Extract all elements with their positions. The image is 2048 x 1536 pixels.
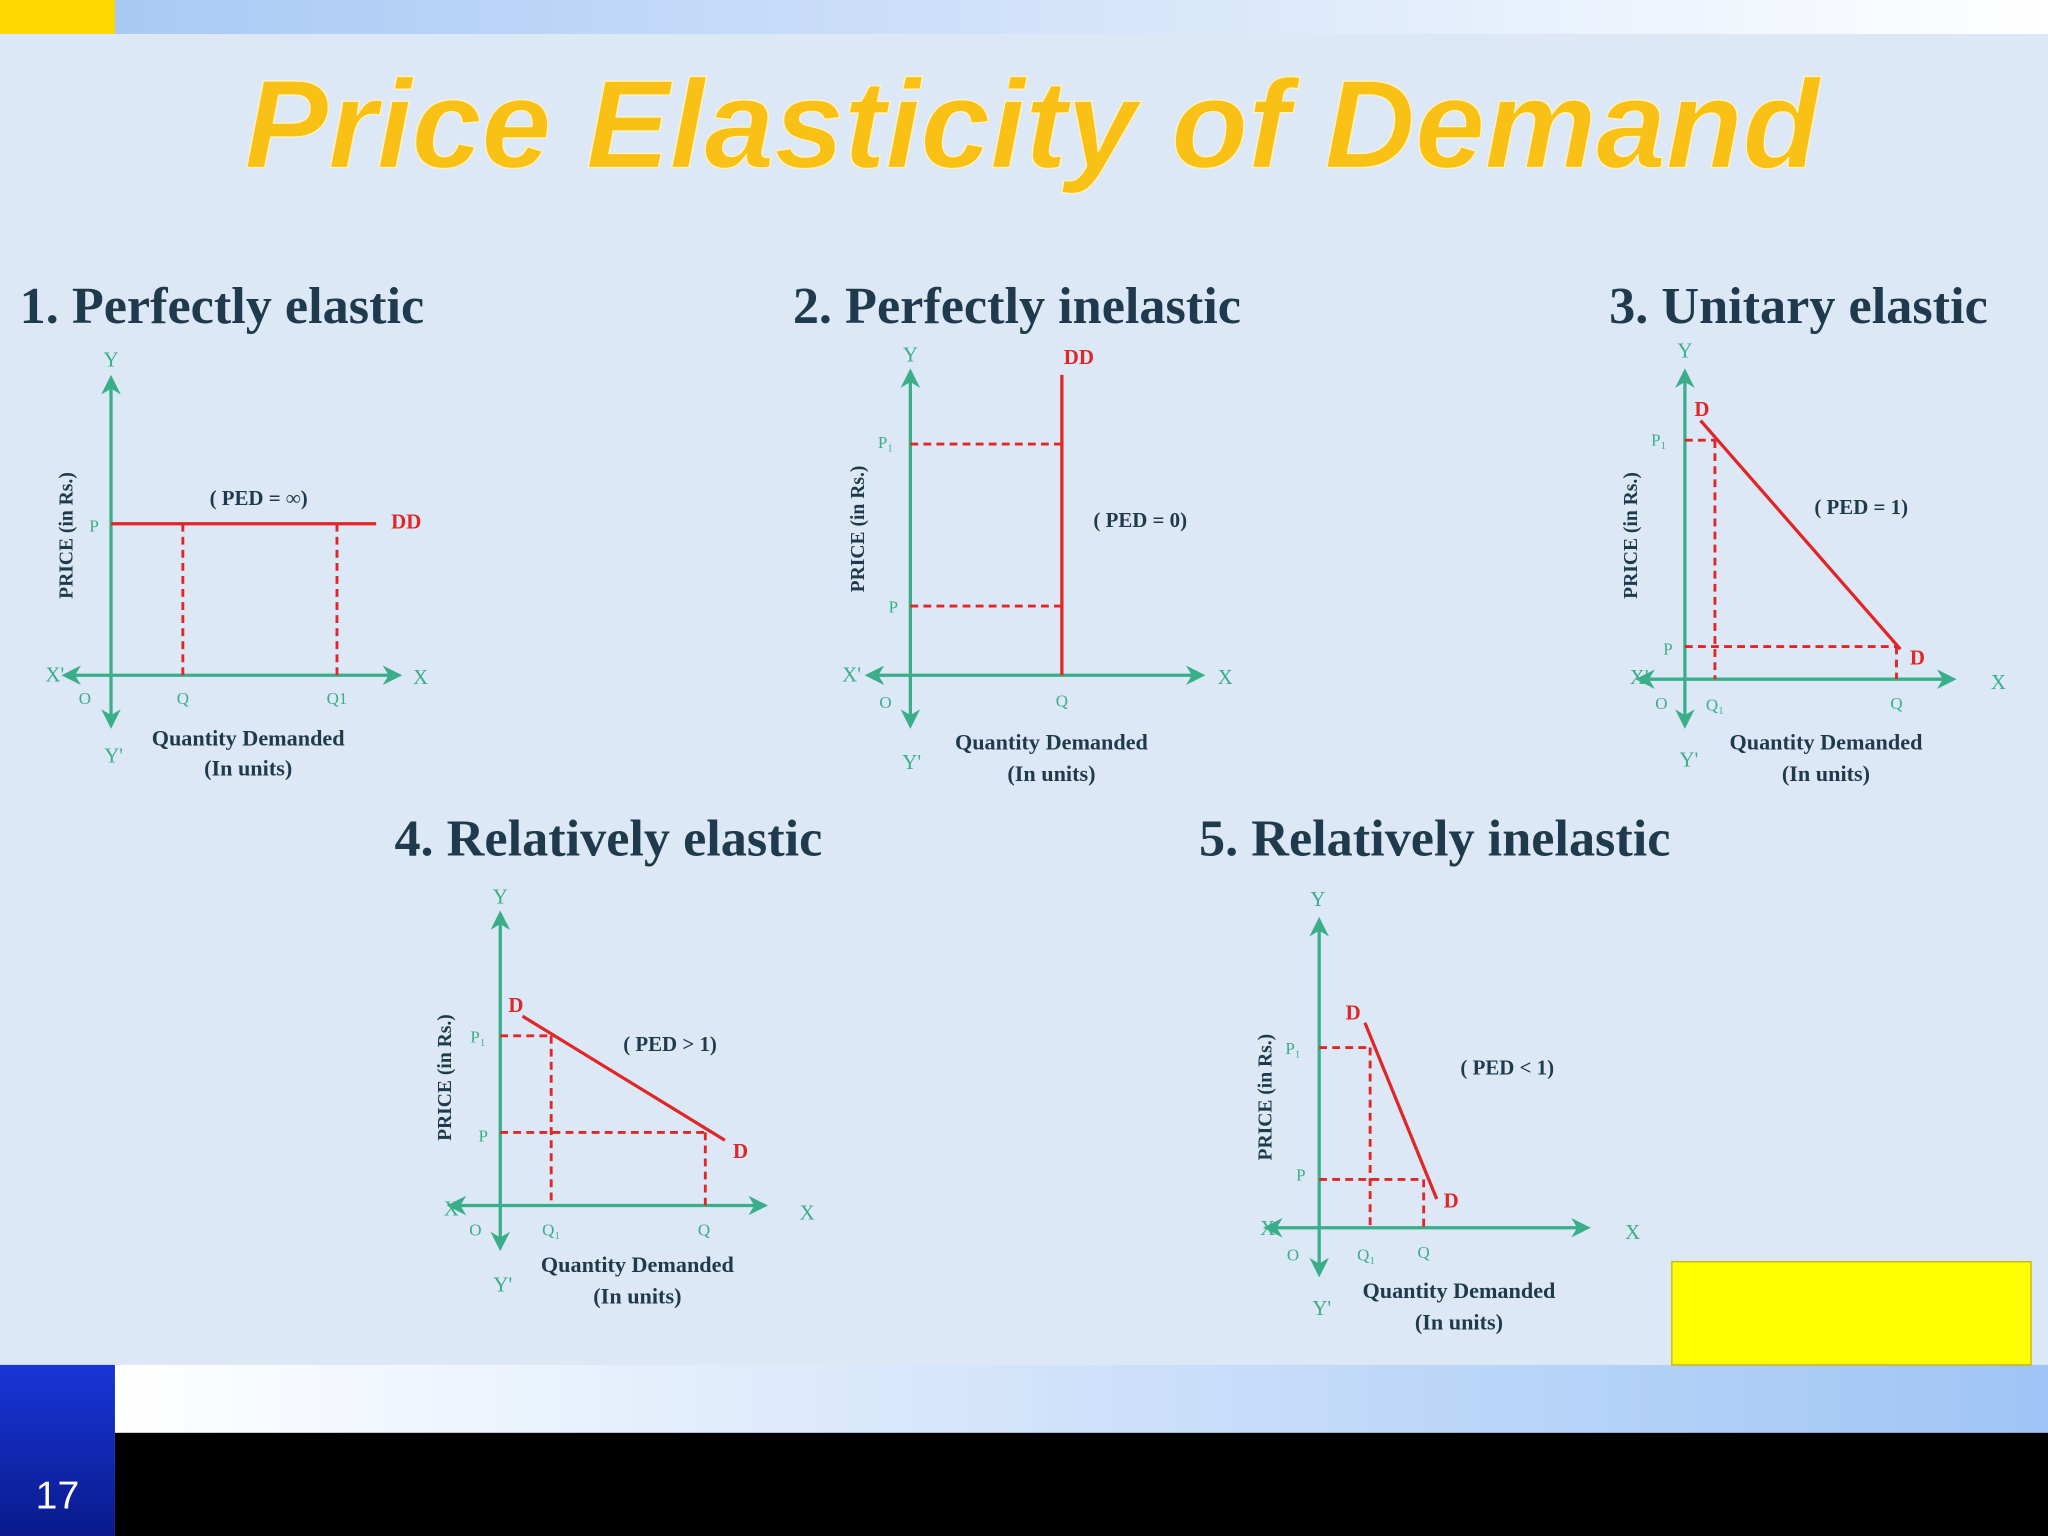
y-axis-label: PRICE (in Rs.): [1255, 1034, 1276, 1161]
axis-letter: Y: [1677, 338, 1692, 362]
axis-letter: X: [1625, 1220, 1640, 1244]
curve-label: DD: [1064, 345, 1094, 369]
top-corner: [0, 0, 115, 34]
ped-label: ( PED = 0): [1093, 508, 1187, 532]
x-axis-label: (In units): [1782, 761, 1870, 786]
quantity-label: Q: [698, 1221, 710, 1240]
yellow-box: [1671, 1261, 2032, 1366]
quantity-label: Q₁: [1357, 1245, 1375, 1264]
quantity-label: Q1: [327, 689, 348, 708]
y-axis-label: PRICE (in Rs.): [435, 1014, 456, 1141]
curve-label: DD: [391, 510, 421, 534]
price-label: P: [1663, 639, 1672, 658]
axis-letter: Y: [903, 342, 918, 366]
y-axis-label: PRICE (in Rs.): [1621, 472, 1642, 599]
x-axis-label: Quantity Demanded: [955, 730, 1149, 755]
demand-curve: [1699, 419, 1902, 651]
axis-letter: X: [1218, 665, 1233, 689]
slide-number-box: [0, 1364, 115, 1536]
curve-label: D: [1694, 397, 1709, 421]
slide-number: 17: [36, 1474, 80, 1517]
curve-label: D: [508, 993, 523, 1017]
price-label: P₁: [878, 433, 893, 452]
axis-letter: Y': [104, 743, 123, 767]
x-axis-label: (In units): [204, 756, 292, 781]
origin-label: O: [79, 689, 91, 708]
axis-letter: X: [800, 1200, 815, 1224]
quantity-label: Q: [1890, 694, 1902, 713]
axis-letter: Y: [493, 884, 508, 908]
axis-letter: X': [1630, 665, 1649, 689]
diagram: 3. Unitary elastic PRICE (in Rs.) Quantity…: [1609, 277, 2006, 786]
y-axis-label: PRICE (in Rs.): [56, 472, 77, 599]
diagram-heading: 3. Unitary elastic: [1609, 277, 1988, 335]
ped-label: ( PED = ∞): [210, 486, 308, 510]
ped-label: ( PED < 1): [1460, 1056, 1554, 1080]
axis-letter: Y': [1679, 747, 1698, 771]
price-label: P: [1296, 1166, 1305, 1185]
diagram: 2. Perfectly inelastic PRICE (in Rs.) Quan…: [793, 277, 1241, 786]
origin-label: O: [1655, 694, 1667, 713]
diagram-heading: 2. Perfectly inelastic: [793, 277, 1241, 335]
axis-letter: Y': [902, 750, 921, 774]
slide-title: Price Elasticity of Demand: [244, 54, 1821, 195]
axis-letter: Y': [493, 1272, 512, 1296]
axis-letter: X': [444, 1197, 463, 1221]
demand-curve: [521, 1014, 726, 1142]
quantity-label: Q: [1056, 692, 1068, 711]
diagram-heading: 4. Relatively elastic: [394, 810, 822, 868]
origin-label: O: [879, 693, 891, 712]
curve-label: D: [1444, 1189, 1459, 1213]
curve-label: D: [733, 1139, 748, 1163]
origin-label: O: [469, 1221, 481, 1240]
x-axis-label: (In units): [1415, 1310, 1503, 1335]
axis-letter: Y: [103, 348, 118, 372]
price-label: P₁: [1651, 430, 1666, 449]
bottom-band: [114, 1364, 2048, 1433]
quantity-label: Q: [1418, 1243, 1430, 1262]
y-axis-label: PRICE (in Rs.): [848, 466, 869, 593]
price-label: P: [889, 598, 898, 617]
x-axis-label: Quantity Demanded: [1362, 1278, 1556, 1303]
axis-letter: X: [413, 665, 428, 689]
diagram: 4. Relatively elastic PRICE (in Rs.) Quant…: [394, 810, 822, 1309]
axis-letter: X': [1260, 1216, 1279, 1240]
ped-label: ( PED = 1): [1814, 495, 1908, 519]
curve-label: D: [1910, 645, 1925, 669]
axis-letter: X: [1991, 670, 2006, 694]
x-axis-label: (In units): [593, 1283, 681, 1308]
diagram-heading: 1. Perfectly elastic: [20, 277, 425, 335]
quantity-label: Q₁: [542, 1221, 560, 1240]
quantity-label: Q: [177, 689, 189, 708]
x-axis-label: (In units): [1007, 761, 1095, 786]
ped-label: ( PED > 1): [623, 1032, 717, 1056]
axis-letter: Y: [1310, 887, 1325, 911]
top-bar: [114, 0, 2048, 34]
x-axis-label: Quantity Demanded: [1729, 730, 1923, 755]
axis-letter: Y': [1312, 1296, 1331, 1320]
price-label: P₁: [1285, 1039, 1300, 1058]
axis-letter: X': [45, 662, 64, 686]
x-axis-label: Quantity Demanded: [541, 1252, 735, 1277]
x-axis-label: Quantity Demanded: [152, 726, 346, 751]
diagram: 5. Relatively inelastic PRICE (in Rs.) Qua…: [1199, 810, 1670, 1335]
diagram-heading: 5. Relatively inelastic: [1199, 810, 1670, 868]
price-label: P: [479, 1127, 488, 1146]
price-label: P₁: [470, 1027, 485, 1046]
curve-label: D: [1346, 1001, 1361, 1025]
axis-letter: X': [842, 662, 861, 686]
origin-label: O: [1287, 1245, 1299, 1264]
diagram: 1. Perfectly elastic PRICE (in Rs.) Quanti…: [20, 277, 429, 781]
footer-bar: [114, 1432, 2048, 1536]
quantity-label: Q₁: [1706, 696, 1724, 715]
diagrams: 1. Perfectly elastic PRICE (in Rs.) Quanti…: [20, 277, 2006, 1335]
price-label: P: [89, 517, 98, 536]
demand-curve: [1363, 1022, 1439, 1200]
